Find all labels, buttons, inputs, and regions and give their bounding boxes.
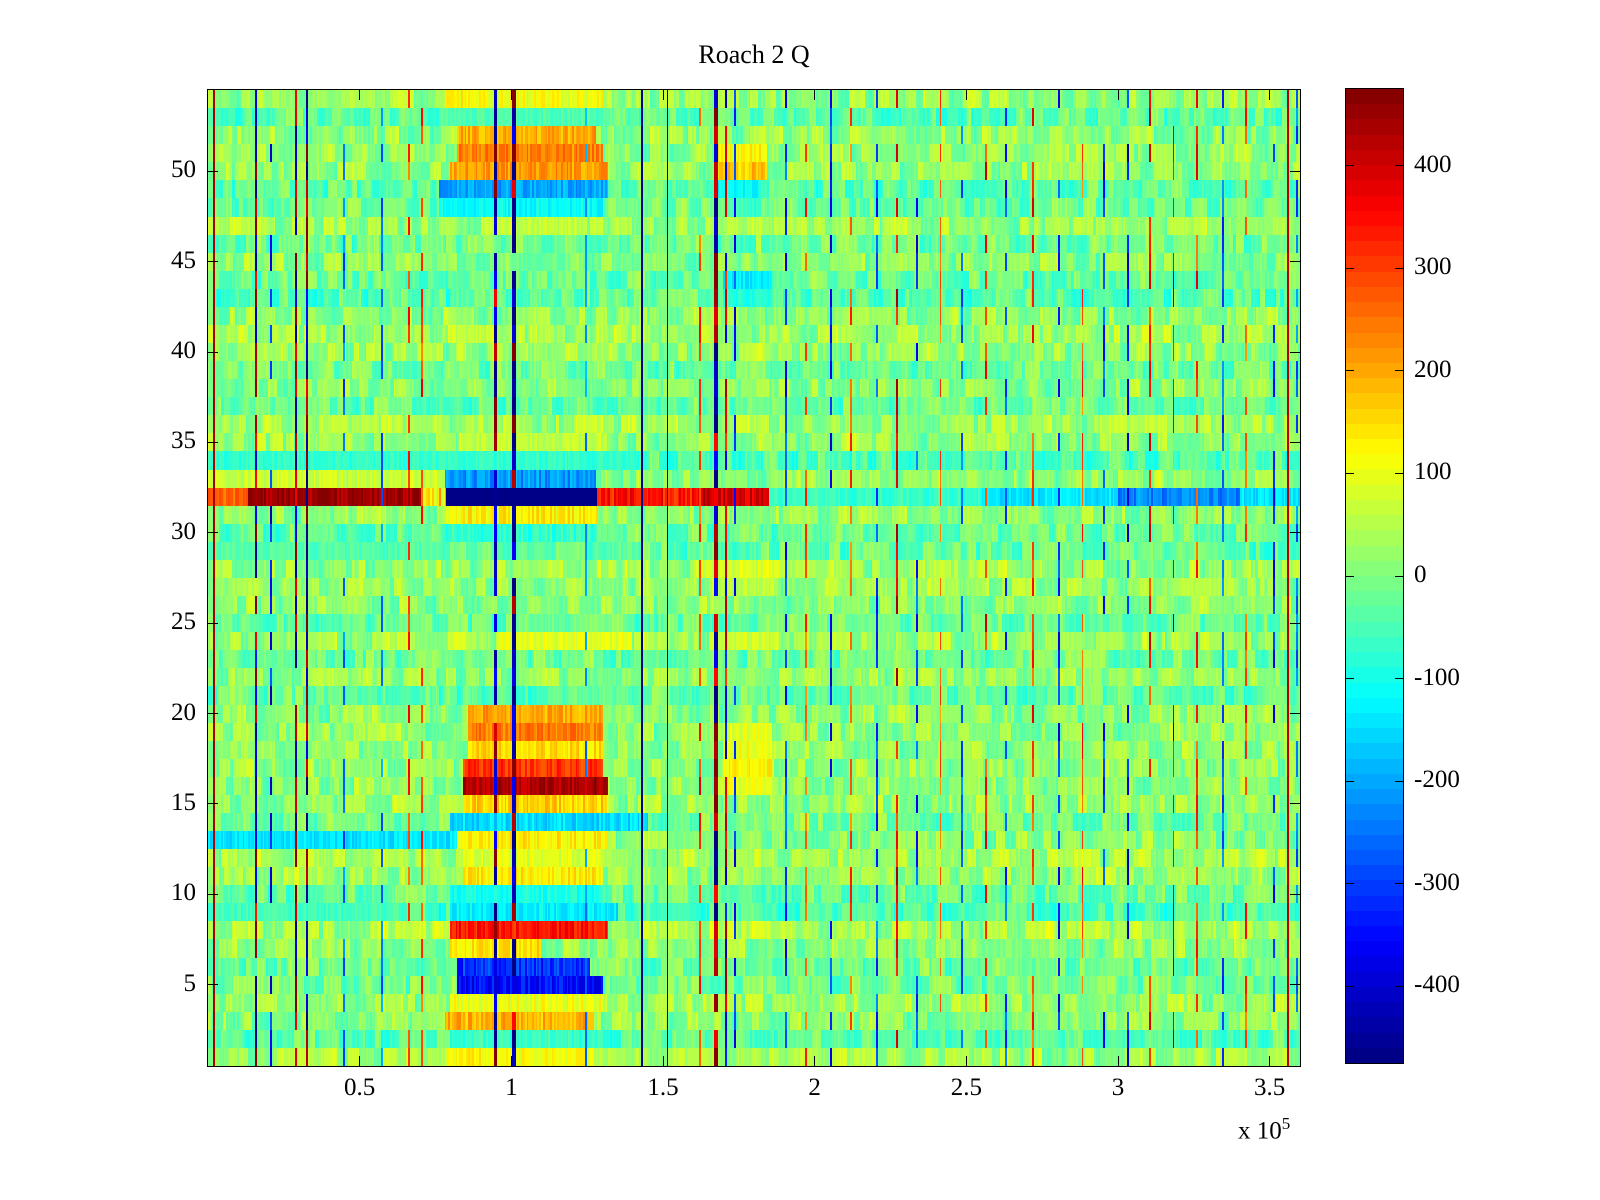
- y-tick-mark: [208, 893, 218, 895]
- colorbar-tick-label: -200: [1414, 765, 1460, 793]
- colorbar-tick-label: -100: [1414, 663, 1460, 691]
- colorbar-tick-mark-right: [1395, 985, 1403, 987]
- x-tick-mark: [1269, 1056, 1271, 1066]
- x-scale-prefix: x 10: [1238, 1117, 1282, 1145]
- colorbar-tick-label: -300: [1414, 868, 1460, 896]
- x-tick-mark-top: [814, 90, 816, 100]
- x-tick-label: 3: [1111, 1074, 1125, 1101]
- y-tick-mark-right: [1290, 803, 1300, 805]
- y-tick-mark: [208, 351, 218, 353]
- y-tick-mark-right: [1290, 622, 1300, 624]
- x-tick-mark: [662, 1056, 664, 1066]
- y-tick-mark-right: [1290, 893, 1300, 895]
- colorbar-tick-label: -400: [1414, 970, 1460, 998]
- colorbar-tick-mark: [1346, 472, 1354, 474]
- y-tick-mark: [208, 984, 218, 986]
- x-axis-scale-label: x 105: [1238, 1114, 1290, 1145]
- x-tick-mark: [510, 1056, 512, 1066]
- colorbar-tick-mark-right: [1395, 883, 1403, 885]
- colorbar-tick-mark-right: [1395, 165, 1403, 167]
- x-tick-label: 1.5: [647, 1074, 679, 1101]
- x-tick-mark-top: [965, 90, 967, 100]
- x-tick-label: 3.5: [1254, 1074, 1286, 1101]
- y-tick-mark: [208, 441, 218, 443]
- x-tick-mark: [359, 1056, 361, 1066]
- colorbar-tick-mark: [1346, 883, 1354, 885]
- y-tick-label: 30: [171, 517, 196, 545]
- colorbar-tick-label: 100: [1414, 458, 1452, 486]
- colorbar-tick-mark-right: [1395, 472, 1403, 474]
- y-tick-label: 5: [183, 969, 197, 997]
- x-tick-label: 1: [505, 1074, 518, 1101]
- y-tick-mark-right: [1290, 261, 1300, 263]
- y-tick-label: 20: [171, 698, 196, 726]
- y-tick-label: 35: [171, 427, 196, 455]
- colorbar-tick-mark: [1346, 267, 1354, 269]
- y-tick-label: 15: [171, 788, 196, 816]
- colorbar-canvas: [1346, 89, 1403, 1063]
- colorbar-tick-mark-right: [1395, 575, 1403, 577]
- colorbar-tick-mark: [1346, 985, 1354, 987]
- x-tick-mark-top: [1269, 90, 1271, 100]
- y-tick-label: 10: [171, 879, 196, 907]
- y-tick-mark-right: [1290, 984, 1300, 986]
- x-tick-mark: [965, 1056, 967, 1066]
- colorbar-tick-mark-right: [1395, 267, 1403, 269]
- x-tick-mark: [814, 1056, 816, 1066]
- colorbar-tick-label: 0: [1414, 560, 1427, 588]
- y-tick-mark-right: [1290, 170, 1300, 172]
- colorbar-tick-mark: [1346, 370, 1354, 372]
- y-tick-label: 25: [171, 608, 196, 636]
- colorbar-tick-label: 400: [1414, 150, 1452, 178]
- y-tick-mark-right: [1290, 441, 1300, 443]
- colorbar-tick-mark-right: [1395, 370, 1403, 372]
- colorbar: [1345, 88, 1404, 1064]
- colorbar-tick-label: 300: [1414, 253, 1452, 281]
- x-tick-mark-top: [1117, 90, 1119, 100]
- y-tick-mark: [208, 803, 218, 805]
- y-tick-mark-right: [1290, 351, 1300, 353]
- x-tick-label: 2.5: [950, 1074, 982, 1101]
- colorbar-tick-mark: [1346, 678, 1354, 680]
- x-tick-mark-top: [662, 90, 664, 100]
- x-tick-mark-top: [359, 90, 361, 100]
- heatmap-plot-area: [207, 89, 1301, 1067]
- y-tick-mark: [208, 622, 218, 624]
- y-tick-mark: [208, 713, 218, 715]
- colorbar-tick-mark: [1346, 165, 1354, 167]
- y-tick-mark-right: [1290, 532, 1300, 534]
- y-tick-mark: [208, 170, 218, 172]
- colorbar-tick-mark-right: [1395, 678, 1403, 680]
- colorbar-tick-mark: [1346, 575, 1354, 577]
- x-tick-mark-top: [510, 90, 512, 100]
- colorbar-tick-mark-right: [1395, 780, 1403, 782]
- y-tick-mark: [208, 261, 218, 263]
- x-tick-mark: [1117, 1056, 1119, 1066]
- y-tick-label: 45: [171, 246, 196, 274]
- x-scale-exponent: 5: [1281, 1114, 1291, 1133]
- chart-title: Roach 2 Q: [698, 40, 810, 69]
- x-tick-label: 2: [808, 1074, 821, 1101]
- x-tick-label: 0.5: [344, 1074, 376, 1101]
- y-tick-mark: [208, 532, 218, 534]
- colorbar-tick-label: 200: [1414, 355, 1452, 383]
- heatmap-canvas: [208, 90, 1300, 1066]
- colorbar-tick-mark: [1346, 780, 1354, 782]
- y-tick-mark-right: [1290, 713, 1300, 715]
- y-tick-label: 40: [171, 336, 196, 364]
- y-tick-label: 50: [171, 156, 196, 184]
